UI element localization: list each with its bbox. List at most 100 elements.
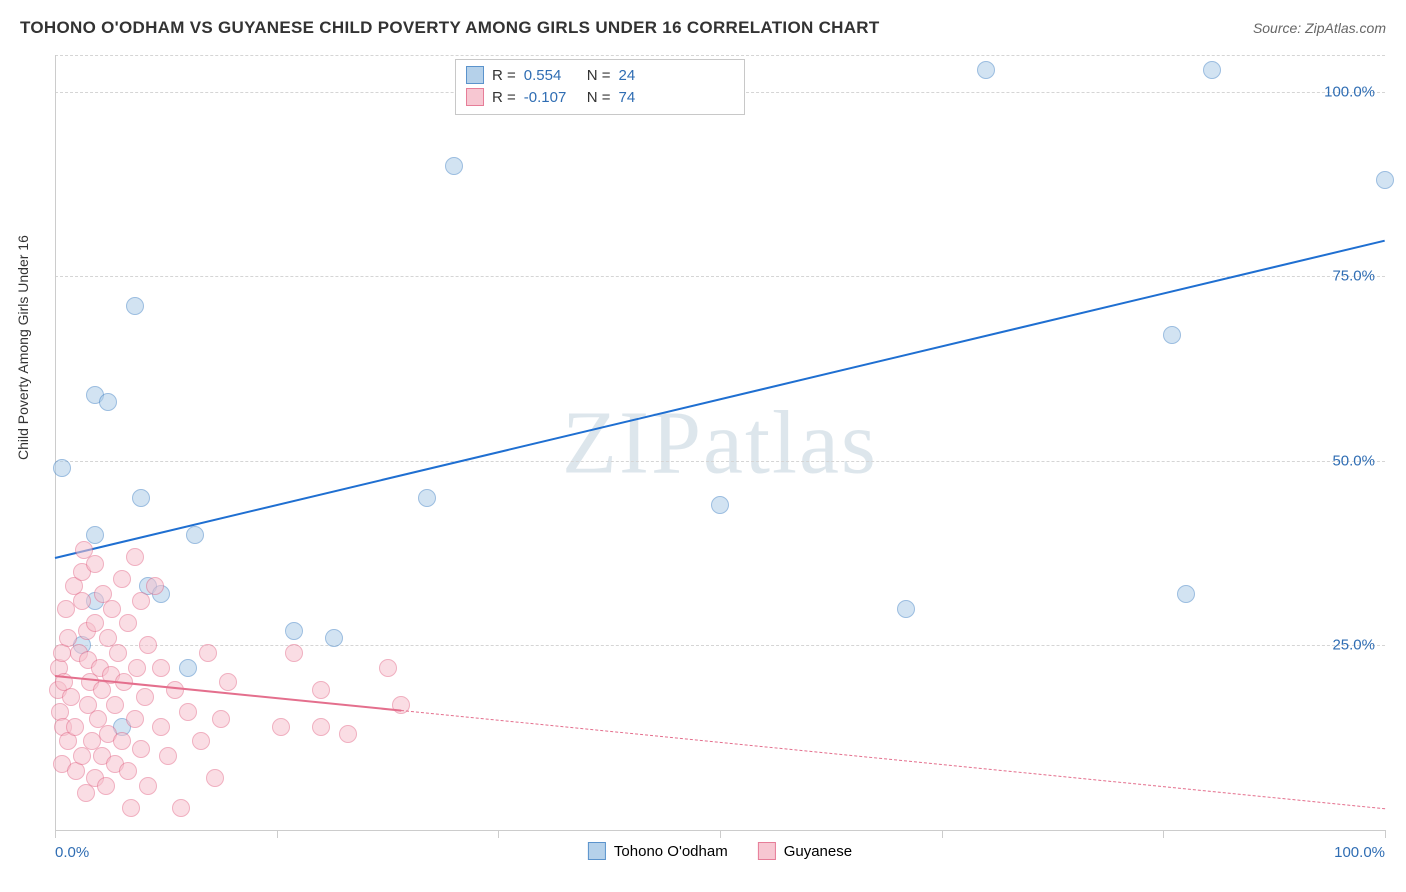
legend-swatch — [466, 88, 484, 106]
data-point — [113, 732, 131, 750]
data-point — [103, 600, 121, 618]
x-tick — [55, 830, 56, 838]
data-point — [1177, 585, 1195, 603]
chart-title: TOHONO O'ODHAM VS GUYANESE CHILD POVERTY… — [20, 18, 880, 38]
data-point — [285, 644, 303, 662]
data-point — [1203, 61, 1221, 79]
data-point — [86, 614, 104, 632]
data-point — [152, 659, 170, 677]
data-point — [113, 570, 131, 588]
data-point — [119, 614, 137, 632]
series-legend-item: Guyanese — [758, 842, 852, 860]
data-point — [285, 622, 303, 640]
data-point — [132, 592, 150, 610]
data-point — [73, 592, 91, 610]
data-point — [186, 526, 204, 544]
data-point — [146, 577, 164, 595]
stat-r-label: R = — [492, 89, 516, 106]
data-point — [139, 636, 157, 654]
data-point — [418, 489, 436, 507]
data-point — [192, 732, 210, 750]
y-tick-label: 50.0% — [1332, 452, 1375, 469]
y-axis-label: Child Poverty Among Girls Under 16 — [15, 235, 31, 460]
data-point — [132, 489, 150, 507]
data-point — [1376, 171, 1394, 189]
data-point — [97, 777, 115, 795]
data-point — [53, 459, 71, 477]
data-point — [711, 496, 729, 514]
series-legend-item: Tohono O'odham — [588, 842, 728, 860]
data-point — [132, 740, 150, 758]
data-point — [325, 629, 343, 647]
data-point — [139, 777, 157, 795]
stat-n-value: 74 — [619, 89, 636, 106]
stat-n-label: N = — [587, 89, 611, 106]
legend-swatch — [466, 66, 484, 84]
watermark: ZIPatlas — [562, 391, 878, 494]
data-point — [119, 762, 137, 780]
series-legend-label: Tohono O'odham — [614, 843, 728, 860]
grid-line — [55, 276, 1385, 277]
x-tick — [498, 830, 499, 838]
data-point — [199, 644, 217, 662]
data-point — [1163, 326, 1181, 344]
data-point — [339, 725, 357, 743]
x-tick-label: 0.0% — [55, 844, 89, 861]
data-point — [206, 769, 224, 787]
x-tick — [1163, 830, 1164, 838]
data-point — [122, 799, 140, 817]
grid-line — [55, 645, 1385, 646]
data-point — [977, 61, 995, 79]
data-point — [179, 703, 197, 721]
data-point — [312, 681, 330, 699]
chart-source: Source: ZipAtlas.com — [1253, 20, 1386, 36]
data-point — [126, 297, 144, 315]
data-point — [128, 659, 146, 677]
correlation-legend-row: R = -0.107 N = 74 — [466, 86, 734, 108]
data-point — [62, 688, 80, 706]
data-point — [212, 710, 230, 728]
series-legend: Tohono O'odham Guyanese — [588, 842, 852, 860]
data-point — [172, 799, 190, 817]
data-point — [136, 688, 154, 706]
data-point — [126, 710, 144, 728]
legend-swatch — [758, 842, 776, 860]
x-tick — [720, 830, 721, 838]
y-tick-label: 75.0% — [1332, 268, 1375, 285]
data-point — [219, 673, 237, 691]
chart-header: TOHONO O'ODHAM VS GUYANESE CHILD POVERTY… — [20, 18, 1386, 38]
data-point — [99, 393, 117, 411]
regression-line — [401, 710, 1385, 809]
correlation-legend-row: R = 0.554 N = 24 — [466, 64, 734, 86]
data-point — [312, 718, 330, 736]
scatter-plot: ZIPatlas 25.0%50.0%75.0%100.0%0.0%100.0%… — [55, 55, 1385, 830]
y-tick-label: 100.0% — [1324, 83, 1375, 100]
data-point — [272, 718, 290, 736]
data-point — [109, 644, 127, 662]
stat-r-label: R = — [492, 67, 516, 84]
series-legend-label: Guyanese — [784, 843, 852, 860]
stat-n-value: 24 — [619, 67, 636, 84]
x-tick — [942, 830, 943, 838]
data-point — [179, 659, 197, 677]
x-tick — [277, 830, 278, 838]
data-point — [897, 600, 915, 618]
data-point — [66, 718, 84, 736]
x-tick — [1385, 830, 1386, 838]
y-tick-label: 25.0% — [1332, 637, 1375, 654]
grid-line — [55, 55, 1385, 56]
data-point — [159, 747, 177, 765]
data-point — [379, 659, 397, 677]
data-point — [126, 548, 144, 566]
stat-r-value: -0.107 — [524, 89, 579, 106]
stat-n-label: N = — [587, 67, 611, 84]
stat-r-value: 0.554 — [524, 67, 579, 84]
data-point — [445, 157, 463, 175]
data-point — [166, 681, 184, 699]
data-point — [73, 747, 91, 765]
grid-line — [55, 461, 1385, 462]
legend-swatch — [588, 842, 606, 860]
data-point — [86, 555, 104, 573]
x-tick-label: 100.0% — [1334, 844, 1385, 861]
data-point — [152, 718, 170, 736]
